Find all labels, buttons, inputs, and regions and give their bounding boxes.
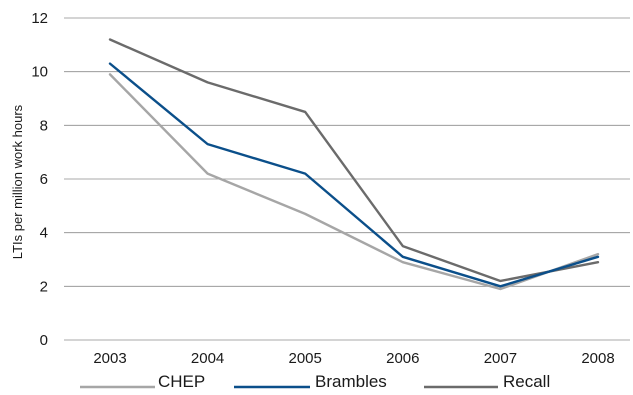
series-lines: [108, 38, 600, 291]
series-line-brambles: [108, 62, 600, 288]
x-tick-label: 2003: [93, 350, 126, 367]
x-tick-label: 2007: [484, 350, 517, 367]
y-tick-label: 12: [31, 10, 48, 27]
legend-label-chep: CHEP: [158, 372, 205, 390]
x-tick-label: 2008: [581, 350, 614, 367]
x-tick-label: 2005: [289, 350, 322, 367]
legend: CHEP Brambles Recall: [80, 372, 550, 391]
x-tick-label: 2006: [386, 350, 419, 367]
x-axis-ticks: 2003 2004 2005 2006 2007 2008: [93, 350, 614, 367]
legend-label-brambles: Brambles: [315, 372, 387, 390]
y-tick-label: 4: [40, 225, 48, 242]
legend-label-recall: Recall: [503, 372, 550, 390]
series-line-chep: [108, 73, 600, 291]
x-tick-label: 2004: [191, 350, 224, 367]
y-tick-label: 6: [40, 171, 48, 188]
gridlines: [64, 17, 630, 341]
y-tick-label: 2: [40, 278, 48, 295]
y-axis-ticks: 0 2 4 6 8 10 12: [31, 10, 48, 349]
y-tick-label: 0: [40, 332, 48, 349]
y-tick-label: 10: [31, 64, 48, 81]
y-axis-title: LTIs per million work hours: [10, 104, 25, 259]
series-line-recall: [108, 38, 600, 283]
y-tick-label: 8: [40, 117, 48, 134]
